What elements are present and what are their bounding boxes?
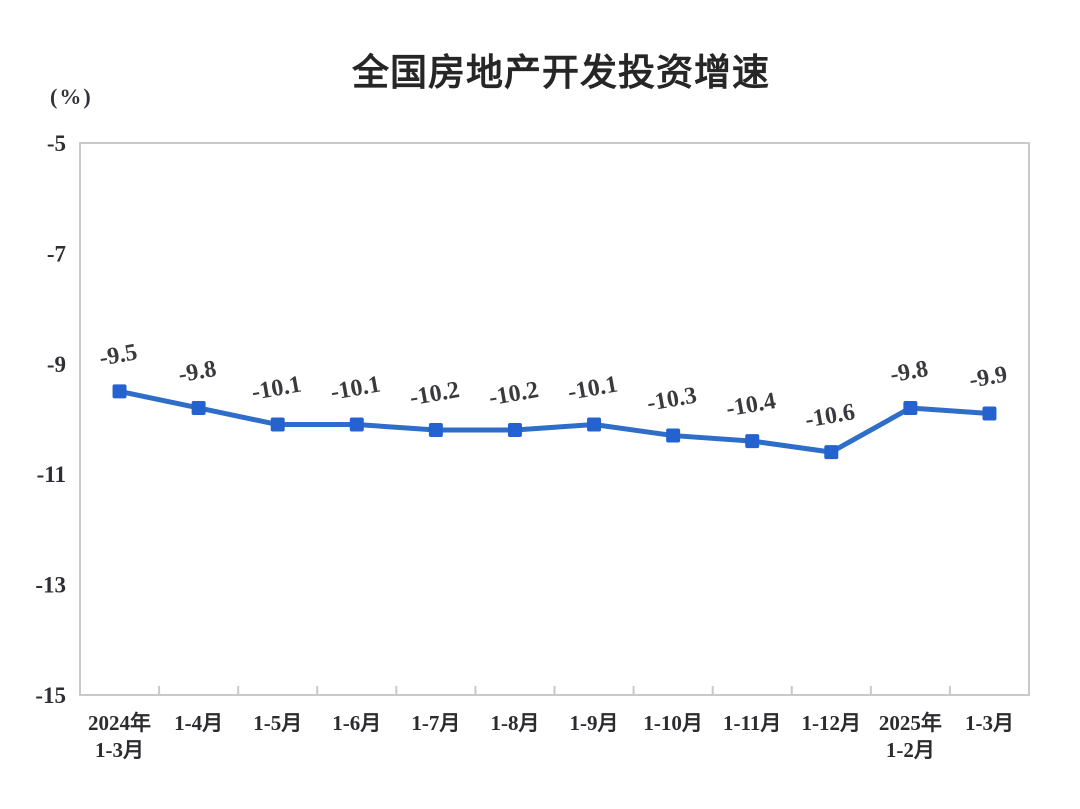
x-axis-category-label: 2024年 1-3月 <box>88 711 151 762</box>
y-axis-tick-label: -13 <box>35 573 66 598</box>
data-label: -10.6 <box>803 399 857 433</box>
x-axis-category-label: 1-3月 <box>965 711 1014 735</box>
x-axis-category-label: 1-12月 <box>802 711 862 735</box>
data-point-marker[interactable] <box>587 417 602 432</box>
data-label: -10.4 <box>724 388 778 422</box>
x-axis-category-label: 1-4月 <box>174 711 223 735</box>
data-point-marker[interactable] <box>428 423 443 438</box>
y-axis-tick-label: -7 <box>47 241 66 266</box>
data-label: -10.1 <box>329 371 383 405</box>
data-label: -9.8 <box>176 356 218 388</box>
y-axis-tick-label: -15 <box>35 683 66 708</box>
x-axis-category-label: 1-10月 <box>643 711 703 735</box>
data-point-marker[interactable] <box>112 384 127 399</box>
data-point-marker[interactable] <box>903 400 918 415</box>
x-axis-category-label: 2025年 1-2月 <box>879 711 942 762</box>
y-axis-tick-label: -5 <box>47 131 66 156</box>
y-axis-unit-label: (%) <box>50 84 93 109</box>
data-label: -10.2 <box>487 377 541 411</box>
data-label: -10.1 <box>250 371 304 405</box>
data-label: -10.2 <box>408 377 462 411</box>
x-axis-category-label: 1-11月 <box>723 711 781 735</box>
data-point-marker[interactable] <box>745 434 760 449</box>
data-point-marker[interactable] <box>666 428 681 443</box>
data-point-marker[interactable] <box>349 417 364 432</box>
x-axis-category-label: 1-8月 <box>490 711 539 735</box>
data-point-marker[interactable] <box>270 417 285 432</box>
data-label: -10.1 <box>566 371 620 405</box>
x-axis-category-label: 1-7月 <box>411 711 460 735</box>
chart-title: 全国房地产开发投资增速 <box>352 52 770 93</box>
x-axis-category-label: 1-9月 <box>570 711 619 735</box>
x-axis-category-label: 1-5月 <box>253 711 302 735</box>
data-point-marker[interactable] <box>507 423 522 438</box>
y-axis-tick-label: -9 <box>47 352 66 377</box>
data-point-marker[interactable] <box>824 445 839 460</box>
y-axis-tick-label: -11 <box>37 462 66 487</box>
x-axis-category-label: 1-6月 <box>332 711 381 735</box>
data-label: -9.8 <box>888 356 930 388</box>
data-label: -9.9 <box>967 361 1009 393</box>
data-label: -9.5 <box>97 339 139 371</box>
data-point-marker[interactable] <box>982 406 997 421</box>
data-point-marker[interactable] <box>191 400 206 415</box>
series-line <box>117 388 992 455</box>
data-label: -10.3 <box>645 383 699 417</box>
